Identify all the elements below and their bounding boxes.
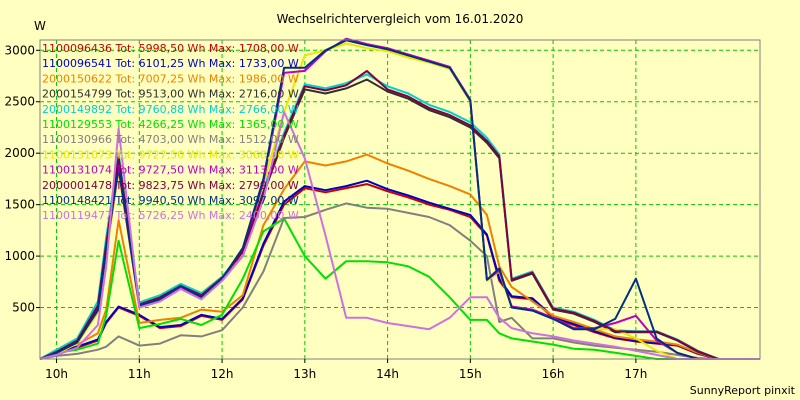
x-tick-label: 10h — [45, 367, 68, 381]
series-layer — [39, 37, 760, 360]
x-tick-label: 12h — [211, 367, 234, 381]
legend: 1100096436 Tot: 5998,50 Wh Max: 1708,00 … — [42, 42, 299, 222]
legend-entry: 2000154799 Tot: 9513,00 Wh Max: 2716,00 … — [42, 88, 299, 101]
x-tick-label: 15h — [459, 367, 482, 381]
series-line-10 — [39, 70, 760, 360]
grid-layer — [40, 40, 760, 359]
series-line-12 — [39, 111, 760, 360]
x-tick-label: 13h — [293, 367, 316, 381]
chart-title: Wechselrichtervergleich vom 16.01.2020 — [277, 12, 524, 26]
legend-entry: 1100129553 Tot: 4266,25 Wh Max: 1365,00 … — [42, 118, 299, 131]
x-tick-label: 17h — [624, 367, 647, 381]
legend-entry: 1100131073 Tot: 9727,50 Wh Max: 3066,00 … — [42, 148, 299, 161]
plot-frame — [39, 39, 761, 360]
series-line-11 — [39, 39, 760, 360]
legend-entry: 1100148421 Tot: 9940,50 Wh Max: 3097,00 … — [42, 194, 299, 207]
x-tick-label: 16h — [542, 367, 565, 381]
legend-entry: 1100096436 Tot: 5998,50 Wh Max: 1708,00 … — [42, 42, 299, 55]
legend-entry: 2000149892 Tot: 9760,88 Wh Max: 2766,00 … — [42, 103, 299, 116]
y-tick-label: 2500 — [4, 95, 35, 109]
legend-entry: 1100096541 Tot: 6101,25 Wh Max: 1733,00 … — [42, 57, 299, 70]
series-line-2 — [39, 179, 760, 360]
series-line-3 — [39, 153, 760, 360]
series-line-6 — [39, 217, 760, 360]
y-tick-label: 2000 — [4, 146, 35, 160]
legend-entry: 2000001478 Tot: 9823,75 Wh Max: 2799,00 … — [42, 179, 299, 192]
axis-layer: 500 1000 1500 2000 2500 3000 10h 11h 12h 13h 14h 15… — [4, 43, 647, 381]
legend-entry: 2000150622 Tot: 7007,25 Wh Max: 1986,00 … — [42, 72, 299, 85]
y-tick-label: 1500 — [4, 198, 35, 212]
legend-entry: 1100130966 Tot: 4703,00 Wh Max: 1512,00 … — [42, 133, 299, 146]
y-tick-label: 1000 — [4, 249, 35, 263]
x-tick-label: 11h — [128, 367, 151, 381]
report-footer: SunnyReport pinxit — [690, 384, 796, 397]
legend-entry: 1100119477 Tot: 5726,25 Wh Max: 2400,00 … — [42, 209, 299, 222]
y-tick-label: 500 — [12, 301, 35, 315]
x-tick-label: 14h — [376, 367, 399, 381]
y-tick-label: 3000 — [4, 43, 35, 57]
legend-entry: 1100131074 Tot: 9727,50 Wh Max: 3113,00 … — [42, 164, 299, 177]
y-axis-unit: W — [34, 19, 46, 33]
